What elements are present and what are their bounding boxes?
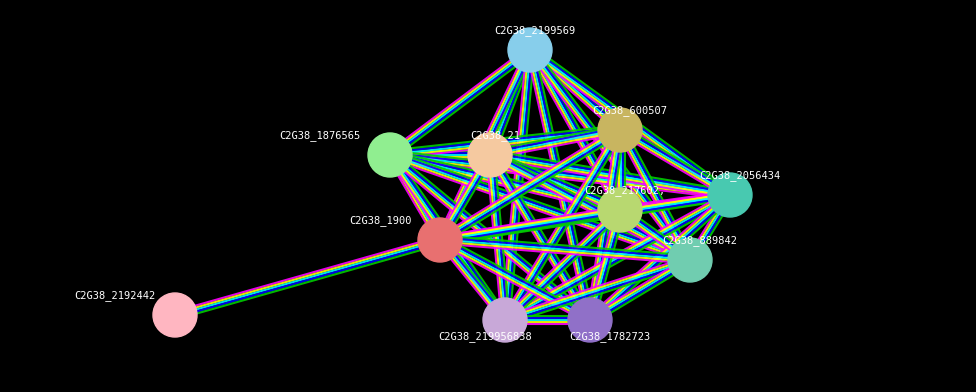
Circle shape — [468, 133, 512, 177]
Circle shape — [483, 298, 527, 342]
Text: C2G38_600507: C2G38_600507 — [592, 105, 668, 116]
Text: C2G38_217602,: C2G38_217602, — [585, 185, 666, 196]
Text: C2G38_2056434: C2G38_2056434 — [700, 170, 781, 181]
Circle shape — [418, 218, 462, 262]
Circle shape — [598, 108, 642, 152]
Circle shape — [368, 133, 412, 177]
Circle shape — [568, 298, 612, 342]
Text: C2G38_1900: C2G38_1900 — [348, 215, 411, 226]
Text: C2G38_2199569: C2G38_2199569 — [495, 25, 576, 36]
Circle shape — [668, 238, 712, 282]
Text: C2G38_1782723: C2G38_1782723 — [569, 331, 651, 342]
Text: C2G38_219956838: C2G38_219956838 — [438, 331, 532, 342]
Text: C2G38_1876565: C2G38_1876565 — [279, 130, 360, 141]
Text: C2G38_21: C2G38_21 — [470, 130, 520, 141]
Circle shape — [708, 173, 752, 217]
Circle shape — [508, 28, 552, 72]
Text: C2G38_2192442: C2G38_2192442 — [74, 290, 155, 301]
Text: C2G38_889842: C2G38_889842 — [663, 235, 738, 246]
Circle shape — [598, 188, 642, 232]
Circle shape — [153, 293, 197, 337]
